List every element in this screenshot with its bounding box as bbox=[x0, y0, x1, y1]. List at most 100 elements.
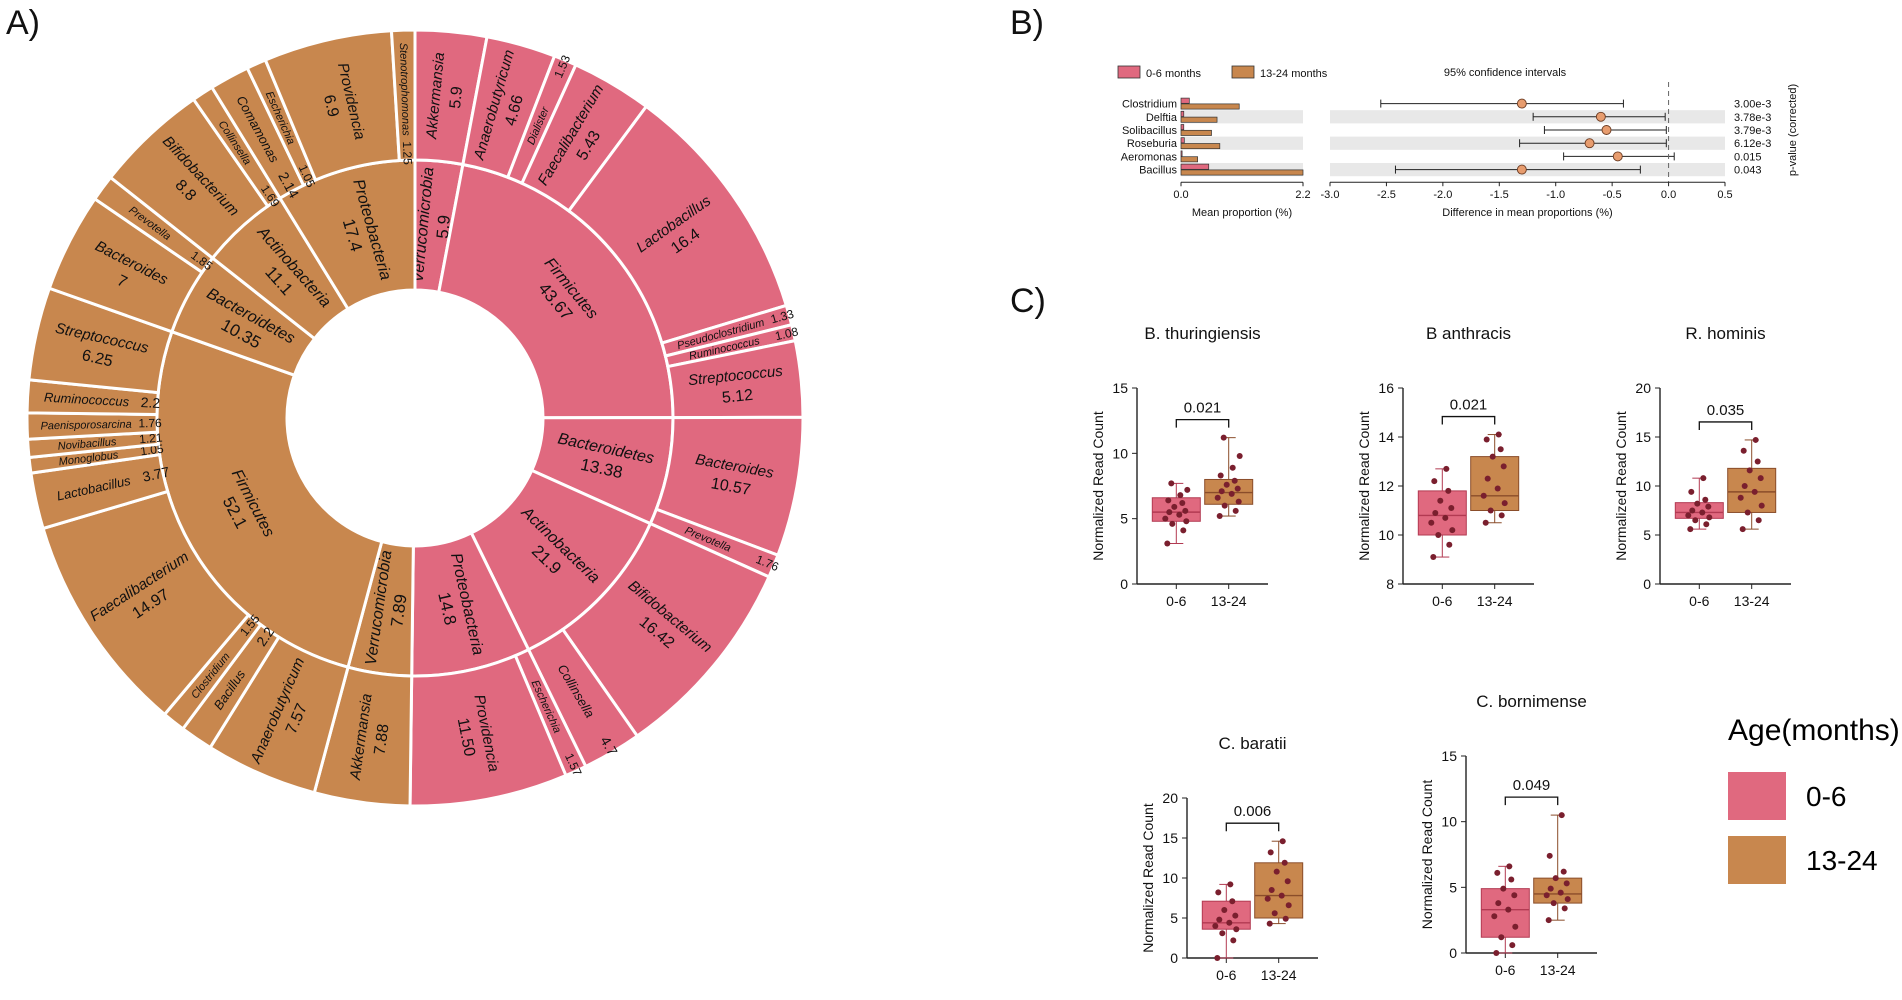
genus-label: Stenotrophomonas bbox=[397, 43, 412, 137]
data-point bbox=[1545, 917, 1552, 924]
significance-bracket bbox=[1441, 415, 1496, 425]
data-point bbox=[1757, 475, 1764, 482]
genus-value: 6.25 bbox=[80, 347, 114, 370]
y-axis-label: Normalized Read Count bbox=[1613, 411, 1629, 561]
box-infant bbox=[1480, 888, 1530, 938]
data-point bbox=[1740, 447, 1747, 454]
data-point bbox=[1215, 889, 1222, 896]
data-point bbox=[1483, 436, 1490, 443]
data-point bbox=[1221, 502, 1228, 509]
significance-bracket bbox=[1175, 419, 1230, 428]
bar-infant bbox=[1180, 150, 1183, 157]
data-point bbox=[1688, 488, 1695, 495]
box-title: C. baratii bbox=[1218, 734, 1286, 753]
data-point bbox=[1482, 519, 1489, 526]
data-point bbox=[1183, 518, 1190, 525]
significance-bracket bbox=[1504, 796, 1559, 806]
data-point bbox=[1219, 930, 1226, 937]
genus-label-group: Ruminococcus 2.2 bbox=[44, 390, 161, 411]
genus-value: 1.33 bbox=[769, 307, 796, 327]
genus-value: 6.9 bbox=[320, 93, 342, 119]
bar-toddler bbox=[1180, 156, 1198, 163]
data-point bbox=[1214, 494, 1221, 501]
box-plot-thuringiensis: B. thuringiensis 0 5 10 15 Normalized Read Co… bbox=[1090, 324, 1268, 609]
legend-swatch-toddler bbox=[1728, 836, 1786, 884]
genus-value: 3.77 bbox=[141, 463, 171, 485]
mean-diff-point bbox=[1516, 164, 1527, 175]
data-point bbox=[1176, 511, 1183, 518]
data-point bbox=[1430, 554, 1437, 561]
legend-swatch-infant bbox=[1728, 772, 1786, 820]
data-point bbox=[1758, 502, 1765, 509]
legend-label-infant: 0-6 bbox=[1806, 781, 1846, 812]
data-point bbox=[1182, 507, 1189, 514]
mean-diff-point bbox=[1612, 151, 1623, 162]
tick-label-left: 2.2 bbox=[1295, 189, 1310, 201]
pvalue-axis-label: p-value (corrected) bbox=[1787, 84, 1799, 176]
y-tick-label: 5 bbox=[1170, 910, 1178, 926]
data-point bbox=[1266, 920, 1273, 927]
data-point bbox=[1495, 431, 1502, 438]
genus-value: 1.21 bbox=[139, 430, 164, 446]
genus-value: 7.88 bbox=[371, 723, 392, 756]
data-point bbox=[1285, 902, 1292, 909]
y-axis-label: Normalized Read Count bbox=[1419, 780, 1435, 930]
y-tick-label: 10 bbox=[1378, 527, 1394, 543]
panel-label-b: B) bbox=[1010, 4, 1044, 42]
pvalue-label: 0.006 bbox=[1234, 803, 1272, 820]
data-point bbox=[1498, 934, 1505, 941]
box-plot-panels: B. thuringiensis 0 5 10 15 Normalized Read Co… bbox=[1090, 324, 1791, 983]
data-point bbox=[1694, 500, 1701, 507]
data-point bbox=[1235, 498, 1242, 505]
y-tick-label: 15 bbox=[1635, 429, 1651, 445]
mean-diff-point bbox=[1516, 98, 1527, 109]
data-point bbox=[1268, 887, 1275, 893]
data-point bbox=[1180, 527, 1187, 534]
data-point bbox=[1493, 950, 1500, 956]
data-point bbox=[1281, 859, 1288, 866]
data-point bbox=[1264, 895, 1271, 902]
data-point bbox=[1512, 923, 1519, 930]
data-point bbox=[1702, 496, 1709, 503]
data-point bbox=[1284, 878, 1291, 885]
genus-segment bbox=[389, 28, 417, 163]
data-point bbox=[1177, 492, 1184, 499]
genus-value: 10.57 bbox=[710, 475, 753, 499]
data-point bbox=[1214, 955, 1221, 961]
data-point bbox=[1737, 494, 1744, 501]
data-point bbox=[1231, 477, 1238, 484]
pvalue-text: 3.79e-3 bbox=[1734, 125, 1771, 137]
data-point bbox=[1558, 812, 1565, 819]
x-label-right: Difference in mean proportions (%) bbox=[1442, 207, 1612, 219]
data-point bbox=[1489, 453, 1496, 460]
y-tick-label: 0 bbox=[1643, 576, 1651, 592]
x-tick-label: 0-6 bbox=[1216, 967, 1236, 983]
pvalue-label: 0.049 bbox=[1513, 777, 1551, 794]
box-toddler bbox=[1533, 877, 1583, 904]
y-tick-label: 12 bbox=[1378, 478, 1394, 494]
tick-label-right: -1.0 bbox=[1546, 189, 1565, 201]
data-point bbox=[1184, 486, 1191, 493]
data-point bbox=[1232, 912, 1239, 919]
x-label-left: Mean proportion (%) bbox=[1192, 207, 1292, 219]
box-title: B anthracis bbox=[1426, 324, 1511, 343]
y-tick-label: 0 bbox=[1449, 945, 1457, 961]
data-point bbox=[1217, 472, 1224, 479]
panel-label-c: C) bbox=[1010, 282, 1046, 320]
pvalue-label: 0.021 bbox=[1184, 400, 1222, 417]
y-tick-label: 15 bbox=[1112, 380, 1128, 396]
category-label: Bacillus bbox=[1139, 165, 1177, 177]
data-point bbox=[1220, 434, 1227, 441]
data-point bbox=[1449, 527, 1456, 534]
x-tick-label: 13-24 bbox=[1734, 593, 1770, 609]
pvalue-label: 0.035 bbox=[1707, 402, 1745, 419]
data-point bbox=[1744, 509, 1751, 516]
data-point bbox=[1699, 509, 1706, 516]
genus-label-group: Novibacillus 1.21 bbox=[57, 430, 163, 452]
category-label: Solibacillus bbox=[1122, 125, 1178, 137]
data-point bbox=[1226, 919, 1233, 926]
x-tick-label: 0-6 bbox=[1432, 593, 1452, 609]
tick-label-right: -2.5 bbox=[1377, 189, 1396, 201]
bar-toddler bbox=[1180, 103, 1240, 110]
data-point bbox=[1501, 500, 1508, 507]
